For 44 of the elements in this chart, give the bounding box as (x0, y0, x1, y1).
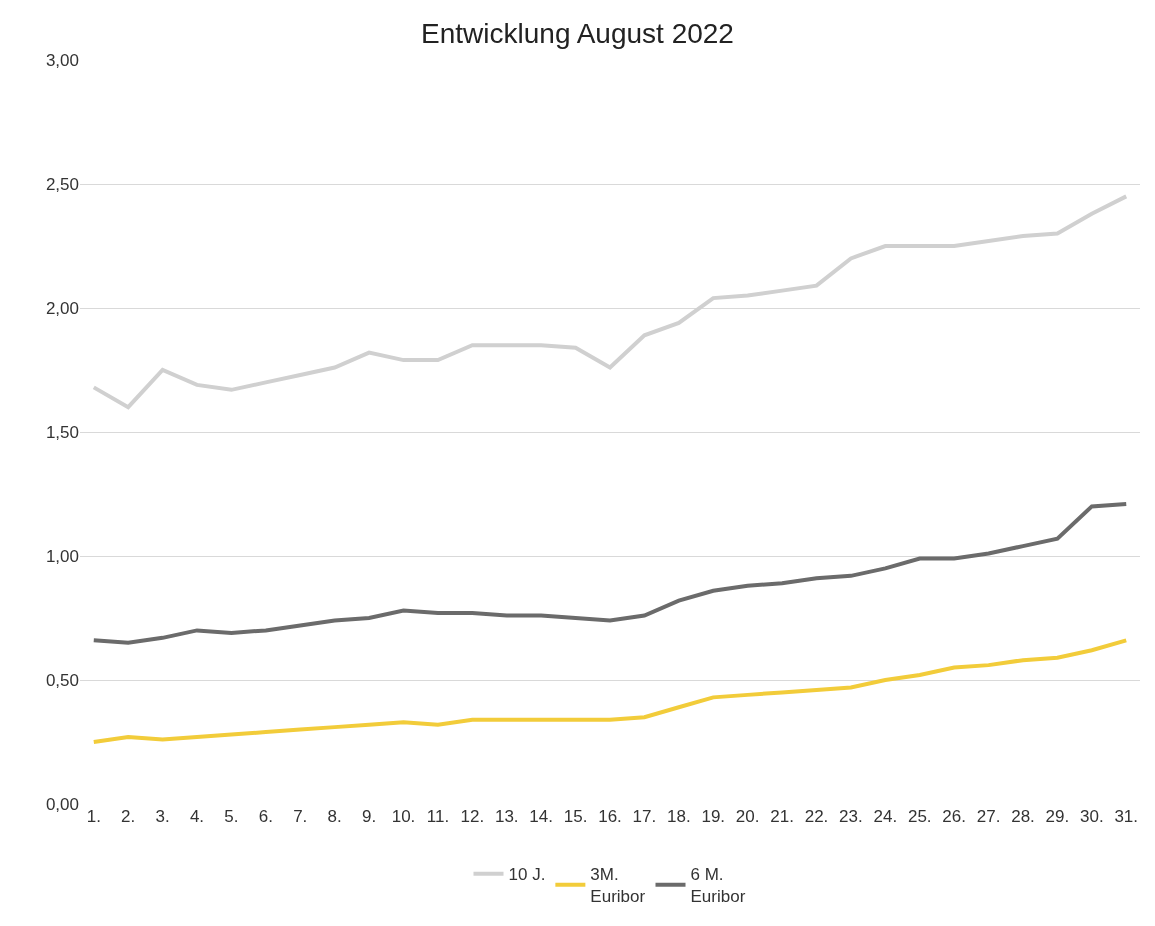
x-tick-label: 13. (494, 807, 519, 826)
x-tick-label: 5. (224, 807, 239, 826)
x-tick-label: 31. (1114, 807, 1139, 826)
x-tick-label: 22. (804, 807, 829, 826)
x-tick-label: 3. (155, 807, 170, 826)
x-tick-label: 11. (426, 807, 450, 826)
y-tick-label: 1,50 (45, 422, 79, 442)
legend-label: 10 J. (508, 865, 546, 885)
x-tick-label: 10. (391, 807, 416, 826)
x-tick-label: 2. (121, 807, 136, 826)
x-tick-label: 20. (735, 807, 760, 826)
legend-label: 6 M. Euribor (690, 865, 746, 907)
legend-label: 3M. Euribor (590, 865, 646, 907)
x-tick-label: 28. (1011, 807, 1035, 826)
y-tick-label: 1,00 (45, 546, 79, 566)
x-tick-label: 14. (529, 807, 553, 826)
x-tick-label: 9. (362, 807, 377, 826)
x-tick-label: 1. (86, 807, 101, 826)
x-tick-label: 30. (1080, 807, 1104, 826)
y-tick-label: 3,00 (45, 50, 79, 70)
x-tick-label: 17. (632, 807, 657, 826)
x-tick-label: 15. (563, 807, 588, 826)
x-tick-label: 6. (258, 807, 273, 826)
x-tick-label: 7. (293, 807, 308, 826)
x-tick-label: 23. (839, 807, 863, 826)
x-tick-label: 16. (598, 807, 622, 826)
x-tick-label: 29. (1045, 807, 1070, 826)
x-tick-label: 4. (189, 807, 205, 826)
x-tick-label: 8. (327, 807, 342, 826)
y-tick-label: 2,50 (45, 174, 79, 194)
y-tick-label: 0,00 (45, 794, 79, 814)
chart-title: Entwicklung August 2022 (421, 17, 734, 49)
x-tick-label: 25. (907, 807, 932, 826)
x-tick-label: 26. (942, 807, 966, 826)
x-tick-label: 24. (873, 807, 898, 826)
line-series (91, 638, 1129, 744)
y-tick-label: 2,00 (45, 298, 79, 318)
y-tick-label: 0,50 (45, 670, 79, 690)
x-tick-label: 19. (701, 807, 726, 826)
x-tick-label: 21. (770, 807, 794, 826)
x-tick-label: 27. (976, 807, 1001, 826)
x-tick-label: 12. (460, 807, 485, 826)
x-tick-label: 18. (667, 807, 691, 826)
line-series (91, 501, 1129, 645)
